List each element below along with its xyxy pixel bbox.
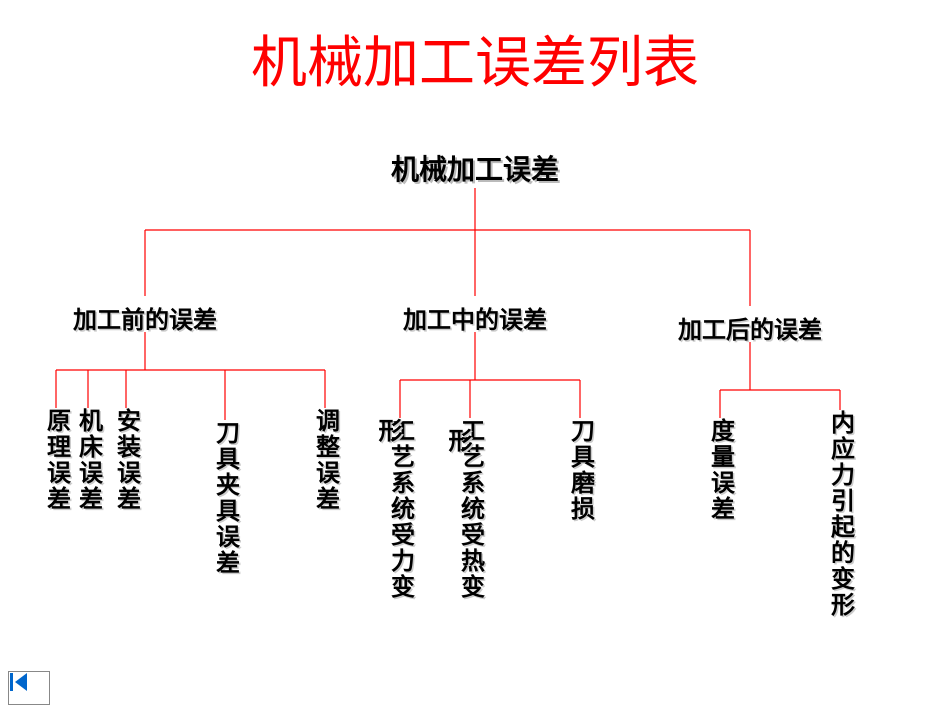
- leaf-node-0-3: 刀具夹具误差: [208, 420, 243, 576]
- leaf-node-1-2: 刀具磨损: [563, 418, 598, 522]
- branch-node-0: 加工前的误差: [73, 300, 217, 335]
- leaf-node-1-0: 工艺系统受力变: [383, 418, 418, 600]
- prev-slide-button[interactable]: [8, 671, 50, 705]
- leaf-prefix-1-0: 形: [370, 418, 405, 444]
- root-node: 机械加工误差: [391, 148, 559, 188]
- branch-node-2: 加工后的误差: [678, 310, 822, 345]
- rewind-icon: [9, 672, 37, 692]
- leaf-node-2-0: 度量误差: [703, 418, 738, 522]
- leaf-node-0-1: 机床误差: [71, 408, 106, 512]
- leaf-prefix-1-1: 形: [440, 428, 475, 454]
- leaf-node-0-0: 原理误差: [39, 408, 74, 512]
- leaf-node-2-1: 内应力引起的变形: [823, 410, 858, 618]
- leaf-node-0-2: 安装误差: [109, 408, 144, 512]
- tree-connectors: [0, 0, 950, 713]
- leaf-node-0-4: 调整误差: [308, 408, 343, 512]
- branch-node-1: 加工中的误差: [403, 300, 547, 335]
